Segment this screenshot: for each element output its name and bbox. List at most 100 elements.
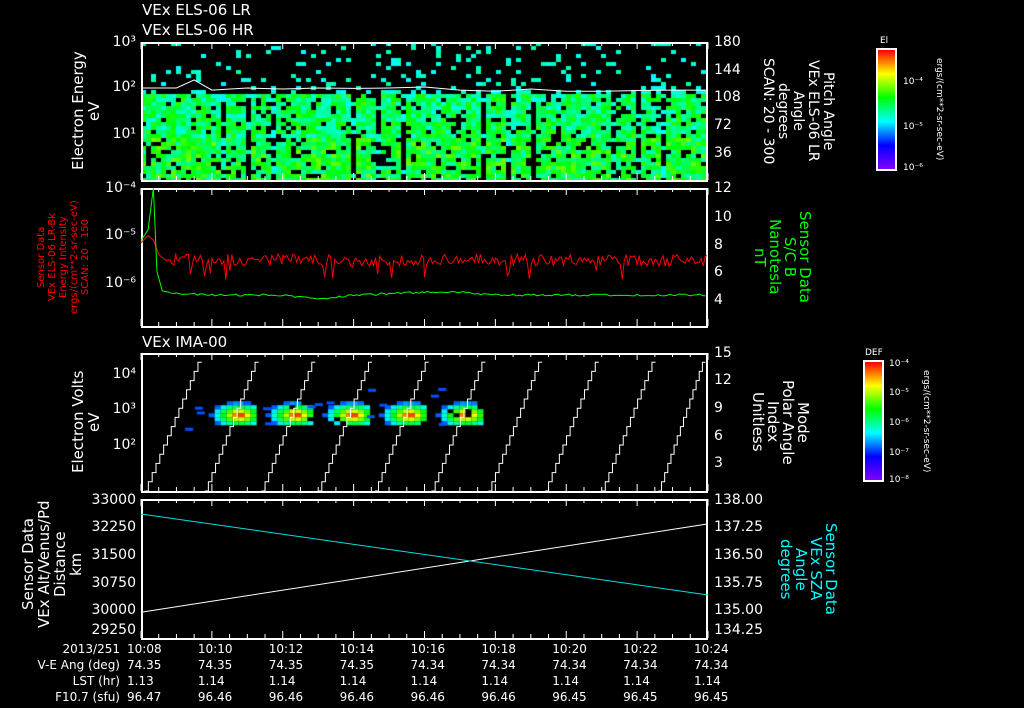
- p2-left-tick: 10⁻⁵: [105, 227, 136, 243]
- p2-left-tick: 10⁻⁶: [105, 275, 136, 291]
- footer-lst-value: 1.13: [127, 674, 154, 688]
- mode-index-staircase: [204, 361, 259, 492]
- footer-f107-value: 96.45: [552, 690, 587, 704]
- footer-f107-value: 96.45: [623, 690, 658, 704]
- footer-row-header: LST (hr): [72, 674, 120, 688]
- mode-index-staircase: [488, 361, 543, 492]
- mode-index-staircase: [374, 361, 429, 492]
- p3-right-tick: 15: [714, 345, 732, 361]
- footer-row-header: 2013/251: [62, 642, 121, 656]
- p3-cb-tick: 10⁻⁴: [889, 359, 909, 369]
- p3-right-tick: 12: [714, 372, 732, 388]
- p4-right-label: Sensor Data VEx SZA Angle degrees: [777, 523, 840, 615]
- footer-f107-value: 96.46: [410, 690, 445, 704]
- p2-left-label: Sensor Data VEx ELS-06 LR-Bk Energy Intens…: [36, 200, 91, 314]
- p4-left-label: Sensor Data VEx Alt/Venus/Pd Distance km: [19, 500, 85, 628]
- p3-colorbar-title: DEF: [865, 348, 883, 358]
- p1-right-tick: 180: [714, 34, 741, 50]
- els-spectrogram: [141, 42, 708, 180]
- p4-left-tick: 30750: [91, 575, 136, 591]
- p3-left-label: Electron Volts eV: [69, 370, 103, 474]
- footer-ve_ang-value: 74.34: [481, 658, 516, 672]
- p1-left-tick: 10¹: [112, 126, 136, 142]
- footer-times-value: 10:22: [623, 642, 658, 656]
- p1-left-label: Electron Energy eV: [69, 51, 103, 171]
- footer-row-header: F10.7 (sfu): [55, 690, 120, 704]
- bfield-line: [140, 187, 706, 300]
- footer-ve_ang-value: 74.34: [694, 658, 729, 672]
- mode-index-staircase: [318, 361, 373, 492]
- p2-right-tick: 12: [714, 180, 732, 196]
- mode-index-staircase: [431, 361, 486, 492]
- footer-f107-value: 96.46: [268, 690, 304, 704]
- p3-cb-tick: 10⁻⁸: [889, 475, 909, 485]
- p4-left-tick: 33000: [91, 492, 136, 508]
- footer-times-value: 10:08: [127, 642, 162, 656]
- footer-lst-value: 1.14: [694, 674, 721, 688]
- p1-right-tick: 72: [714, 117, 732, 133]
- footer-ve_ang-value: 74.34: [623, 658, 658, 672]
- footer-lst-value: 1.14: [339, 674, 367, 688]
- p1-colorbar: [876, 48, 897, 171]
- panel3-title: VEx IMA-00: [142, 333, 228, 351]
- p4-left-tick: 30000: [91, 602, 136, 618]
- p4-right-tick: 136.50: [714, 547, 763, 563]
- footer-times-value: 10:14: [339, 642, 375, 656]
- p4-right-tick: 134.25: [714, 622, 763, 638]
- p3-right-tick: 3: [714, 455, 723, 471]
- footer-times-value: 10:18: [481, 642, 516, 656]
- footer-f107-value: 96.46: [197, 690, 233, 704]
- footer-f107-value: 96.46: [481, 690, 516, 704]
- p4-right-tick: 135.75: [714, 575, 763, 591]
- footer-ve_ang-value: 74.35: [339, 658, 374, 672]
- footer-lst-value: 1.14: [481, 674, 509, 688]
- p1-colorbar-title: El: [880, 36, 889, 46]
- p3-colorbar-unit: ergs/(cm**2-sr-sec-eV): [921, 369, 931, 473]
- footer-row-header: V-E Ang (deg): [37, 658, 120, 672]
- p2-right-tick: 4: [714, 292, 723, 308]
- p1-right-tick: 144: [714, 62, 741, 78]
- mode-index-staircase: [658, 361, 706, 492]
- p3-right-tick: 9: [714, 400, 723, 416]
- p1-right-label: Pitch Angle VEx ELS-06 LR Angle degrees SCAN…: [760, 57, 836, 165]
- p4-right-tick: 138.00: [714, 492, 763, 508]
- footer-f107-value: 96.47: [127, 690, 162, 704]
- p3-left-tick: 10³: [112, 401, 136, 417]
- mode-index-staircase: [144, 361, 202, 492]
- ima-spectrogram: [141, 353, 708, 491]
- p3-colorbar: [863, 360, 884, 482]
- mode-index-staircase: [544, 361, 599, 492]
- mode-index-staircase: [261, 361, 316, 492]
- footer-times-value: 10:16: [410, 642, 446, 656]
- p1-right-tick: 108: [714, 89, 741, 105]
- footer-lst-value: 1.14: [410, 674, 438, 688]
- p4-right-tick: 137.25: [714, 519, 763, 535]
- p1-left-tick: 10³: [112, 34, 136, 50]
- p1-cb-tick: 10⁻⁶: [903, 163, 923, 173]
- footer-times-value: 10:10: [197, 642, 233, 656]
- footer-ve_ang-value: 74.34: [410, 658, 445, 672]
- energy-intensity-line: [140, 234, 708, 280]
- p1-cb-tick: 10⁻⁵: [903, 122, 923, 132]
- footer-lst-value: 1.14: [197, 674, 225, 688]
- footer-lst-value: 1.14: [623, 674, 650, 688]
- p2-right-tick: 10: [714, 209, 732, 225]
- p3-right-label: Mode Polar Angle Index Unitless: [749, 379, 812, 465]
- footer-ve_ang-value: 74.35: [268, 658, 304, 672]
- sza-line: [140, 513, 709, 596]
- p1-colorbar-unit: ergs/(cm**2-sr-sec-eV): [934, 57, 944, 161]
- p3-cb-tick: 10⁻⁷: [889, 448, 909, 458]
- footer-times-value: 10:24: [694, 642, 729, 656]
- altitude-line: [140, 523, 709, 613]
- p4-right-tick: 135.00: [714, 602, 763, 618]
- footer-f107-value: 96.45: [694, 690, 729, 704]
- footer-lst-value: 1.14: [552, 674, 579, 688]
- p4-left-tick: 31500: [91, 547, 136, 563]
- p3-left-tick: 10²: [112, 437, 136, 453]
- p2-left-tick: 10⁻⁴: [105, 180, 136, 196]
- footer-ve_ang-value: 74.35: [197, 658, 233, 672]
- electron-energy-overlay-line: [141, 79, 708, 92]
- mode-index-staircase: [601, 361, 656, 492]
- p1-cb-tick: 10⁻⁴: [903, 77, 923, 87]
